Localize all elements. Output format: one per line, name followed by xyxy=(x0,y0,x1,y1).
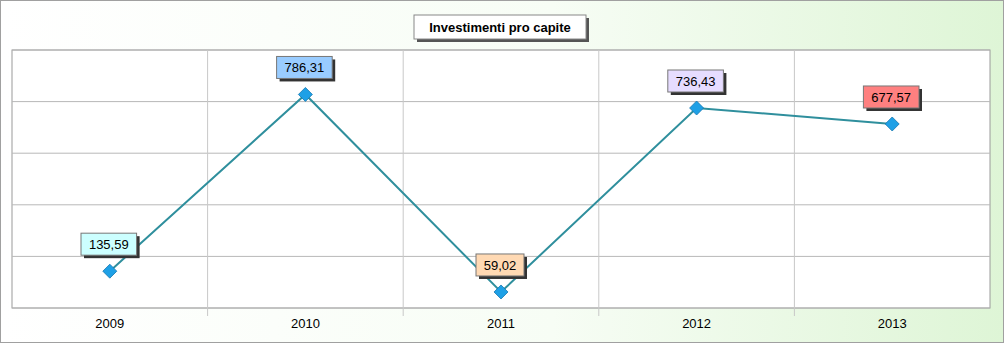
background xyxy=(1,1,1004,343)
marker xyxy=(885,117,899,131)
data-label-box xyxy=(863,86,919,108)
grid-line xyxy=(12,204,990,205)
data-label: 135,59 xyxy=(89,237,129,252)
data-label: 736,43 xyxy=(676,74,716,89)
marker xyxy=(298,87,312,101)
grid-line-vertical xyxy=(794,50,795,316)
marker xyxy=(103,264,117,278)
grid-line xyxy=(12,153,990,154)
x-tick-label: 2011 xyxy=(487,316,515,331)
grid-line xyxy=(12,50,990,51)
x-tick-label: 2010 xyxy=(291,316,320,331)
data-label: 677,57 xyxy=(871,90,911,105)
marker xyxy=(494,285,508,299)
title-box xyxy=(414,15,586,39)
x-tick-label: 2009 xyxy=(95,316,124,331)
data-label-box xyxy=(81,233,137,255)
data-label: 59,02 xyxy=(484,258,517,273)
data-label: 786,31 xyxy=(285,60,325,75)
data-label-box xyxy=(668,70,724,92)
grid-line-vertical xyxy=(403,50,404,316)
grid-line xyxy=(12,308,990,309)
data-label-box xyxy=(476,254,524,276)
data-label-box xyxy=(277,56,333,78)
series xyxy=(103,87,899,299)
grid-line-vertical xyxy=(598,50,599,316)
chart: Investimenti pro capite 2009 2010 2011 2012 2… xyxy=(0,0,1004,343)
title: Investimenti pro capite xyxy=(429,20,571,35)
x-tick-label: 2012 xyxy=(682,316,711,331)
marker xyxy=(690,101,704,115)
grid-line xyxy=(12,101,990,102)
plot-area xyxy=(12,50,990,308)
x-tick-label: 2013 xyxy=(878,316,907,331)
line xyxy=(110,94,892,292)
